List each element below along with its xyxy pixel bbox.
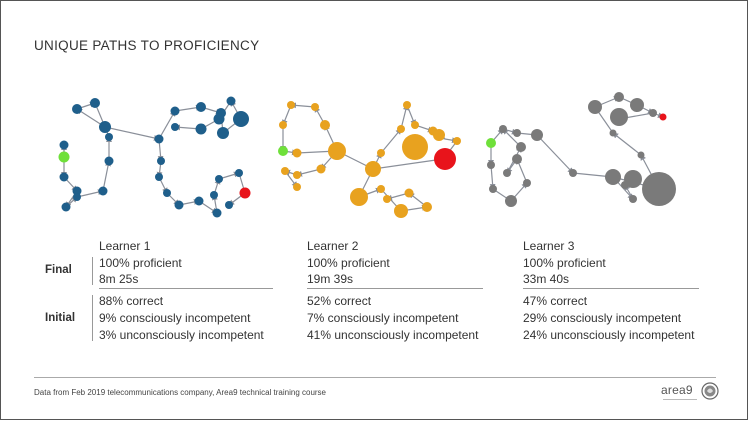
- learner-1-final-proficiency: 100% proficient: [99, 256, 182, 270]
- learner-1-end-node: [239, 187, 251, 199]
- learner-3-nodes: [487, 92, 676, 207]
- learner-3-divider: [523, 288, 699, 289]
- learner-2-final-time: 19m 39s: [307, 272, 354, 286]
- learner-2-final-proficiency: 100% proficient: [307, 256, 390, 270]
- logo-text: area9: [661, 383, 693, 397]
- learner-2-header: Learner 2: [307, 239, 359, 253]
- logo-underline: [663, 399, 697, 400]
- learner-1-initial-unconscious: 3% unconsciously incompetent: [99, 328, 264, 342]
- learner-3-header: Learner 3: [523, 239, 575, 253]
- learner-2-nodes: [279, 101, 461, 218]
- learner-1-path-graph: [58, 96, 251, 218]
- learner-3-end-node: [659, 113, 667, 121]
- learner-1-initial-conscious: 9% consciously incompetent: [99, 311, 251, 325]
- learner-3-final-time: 33m 40s: [523, 272, 570, 286]
- learner-2-initial-unconscious: 41% unconsciously incompetent: [307, 328, 479, 342]
- learner-3-initial-conscious: 29% consciously incompetent: [523, 311, 682, 325]
- footer-divider: [34, 377, 716, 378]
- final-bracket: [92, 257, 93, 285]
- learner-1-final-time: 8m 25s: [99, 272, 139, 286]
- learner-2-initial-correct: 52% correct: [307, 294, 372, 308]
- learner-2-path-graph: [278, 101, 461, 218]
- learner-2-initial-conscious: 7% consciously incompetent: [307, 311, 459, 325]
- area9-lion-icon: [701, 382, 719, 400]
- learner-2-start-node: [278, 146, 288, 156]
- footer-note: Data from Feb 2019 telecommunications co…: [34, 388, 327, 397]
- learner-1-start-node: [58, 151, 70, 163]
- learner-1-nodes: [59, 96, 249, 218]
- learner-3-path-graph: [486, 92, 676, 207]
- learner-2-divider: [307, 288, 483, 289]
- learner-3-final-proficiency: 100% proficient: [523, 256, 606, 270]
- learner-3-start-node: [486, 138, 496, 148]
- learner-3-initial-correct: 47% correct: [523, 294, 588, 308]
- learner-1-initial-correct: 88% correct: [99, 294, 164, 308]
- learner-1-header: Learner 1: [99, 239, 151, 253]
- initial-bracket: [92, 295, 93, 341]
- slide-title: UNIQUE PATHS TO PROFICIENCY: [34, 38, 260, 53]
- learner-2-edges: [280, 102, 458, 212]
- row-label-initial: Initial: [45, 312, 76, 324]
- learner-1-divider: [99, 288, 273, 289]
- learner-2-end-node: [434, 148, 456, 170]
- row-label-final: Final: [45, 264, 72, 276]
- area9-logo: area9: [661, 382, 721, 404]
- learner-3-initial-unconscious: 24% unconsciously incompetent: [523, 328, 695, 342]
